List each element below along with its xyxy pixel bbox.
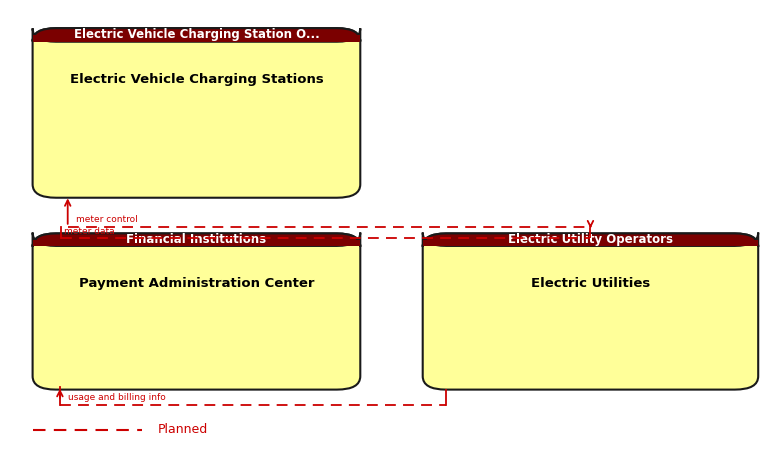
Text: Electric Utility Operators: Electric Utility Operators: [508, 233, 673, 246]
FancyBboxPatch shape: [33, 28, 360, 198]
FancyBboxPatch shape: [423, 233, 758, 247]
FancyBboxPatch shape: [33, 28, 360, 42]
Text: meter control: meter control: [75, 215, 137, 224]
Bar: [33, 240, 360, 246]
Text: usage and billing info: usage and billing info: [67, 393, 165, 402]
FancyBboxPatch shape: [33, 233, 360, 247]
Bar: [33, 35, 360, 42]
Text: Electric Vehicle Charging Station O...: Electric Vehicle Charging Station O...: [74, 28, 319, 41]
FancyBboxPatch shape: [423, 233, 758, 390]
Text: Financial Institutions: Financial Institutions: [126, 233, 266, 246]
Text: Electric Vehicle Charging Stations: Electric Vehicle Charging Stations: [70, 73, 323, 86]
Text: Planned: Planned: [157, 423, 207, 436]
Text: meter data: meter data: [63, 227, 114, 236]
Text: Electric Utilities: Electric Utilities: [531, 277, 650, 290]
Bar: [424, 240, 756, 246]
Bar: [34, 240, 359, 246]
Bar: [423, 240, 758, 246]
Bar: [34, 35, 359, 42]
FancyBboxPatch shape: [33, 233, 360, 390]
Text: Payment Administration Center: Payment Administration Center: [79, 277, 314, 290]
